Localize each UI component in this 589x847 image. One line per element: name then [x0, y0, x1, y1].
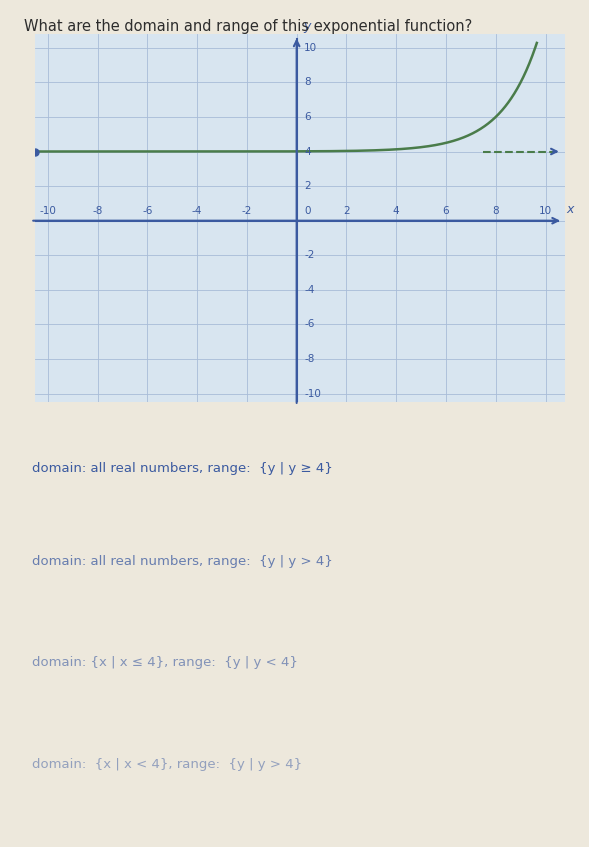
Text: y: y [303, 20, 310, 33]
Text: -6: -6 [142, 207, 153, 216]
Text: 10: 10 [304, 42, 317, 53]
Text: -10: -10 [304, 389, 321, 399]
Text: 6: 6 [443, 207, 449, 216]
Text: 6: 6 [304, 112, 311, 122]
Text: -8: -8 [92, 207, 102, 216]
Text: domain: {x | x ≤ 4}, range:  {y | y < 4}: domain: {x | x ≤ 4}, range: {y | y < 4} [32, 656, 298, 669]
Text: 4: 4 [304, 147, 311, 157]
Text: 10: 10 [539, 207, 552, 216]
Text: 4: 4 [393, 207, 399, 216]
Text: 8: 8 [492, 207, 499, 216]
Text: domain:  {x | x < 4}, range:  {y | y > 4}: domain: {x | x < 4}, range: {y | y > 4} [32, 758, 303, 771]
Text: domain: all real numbers, range:  {y | y > 4}: domain: all real numbers, range: {y | y … [32, 555, 333, 567]
Text: -2: -2 [304, 251, 315, 260]
Text: What are the domain and range of this exponential function?: What are the domain and range of this ex… [24, 19, 472, 34]
Text: -10: -10 [39, 207, 56, 216]
Text: -4: -4 [304, 285, 315, 295]
Text: x: x [567, 203, 574, 216]
Text: -8: -8 [304, 354, 315, 364]
Text: domain: all real numbers, range:  {y | y ≥ 4}: domain: all real numbers, range: {y | y … [32, 462, 333, 474]
Text: 2: 2 [343, 207, 350, 216]
Text: -6: -6 [304, 319, 315, 329]
Text: 2: 2 [304, 181, 311, 191]
Text: -4: -4 [192, 207, 202, 216]
Text: -2: -2 [241, 207, 252, 216]
Text: 0: 0 [304, 207, 310, 216]
Text: 8: 8 [304, 77, 311, 87]
